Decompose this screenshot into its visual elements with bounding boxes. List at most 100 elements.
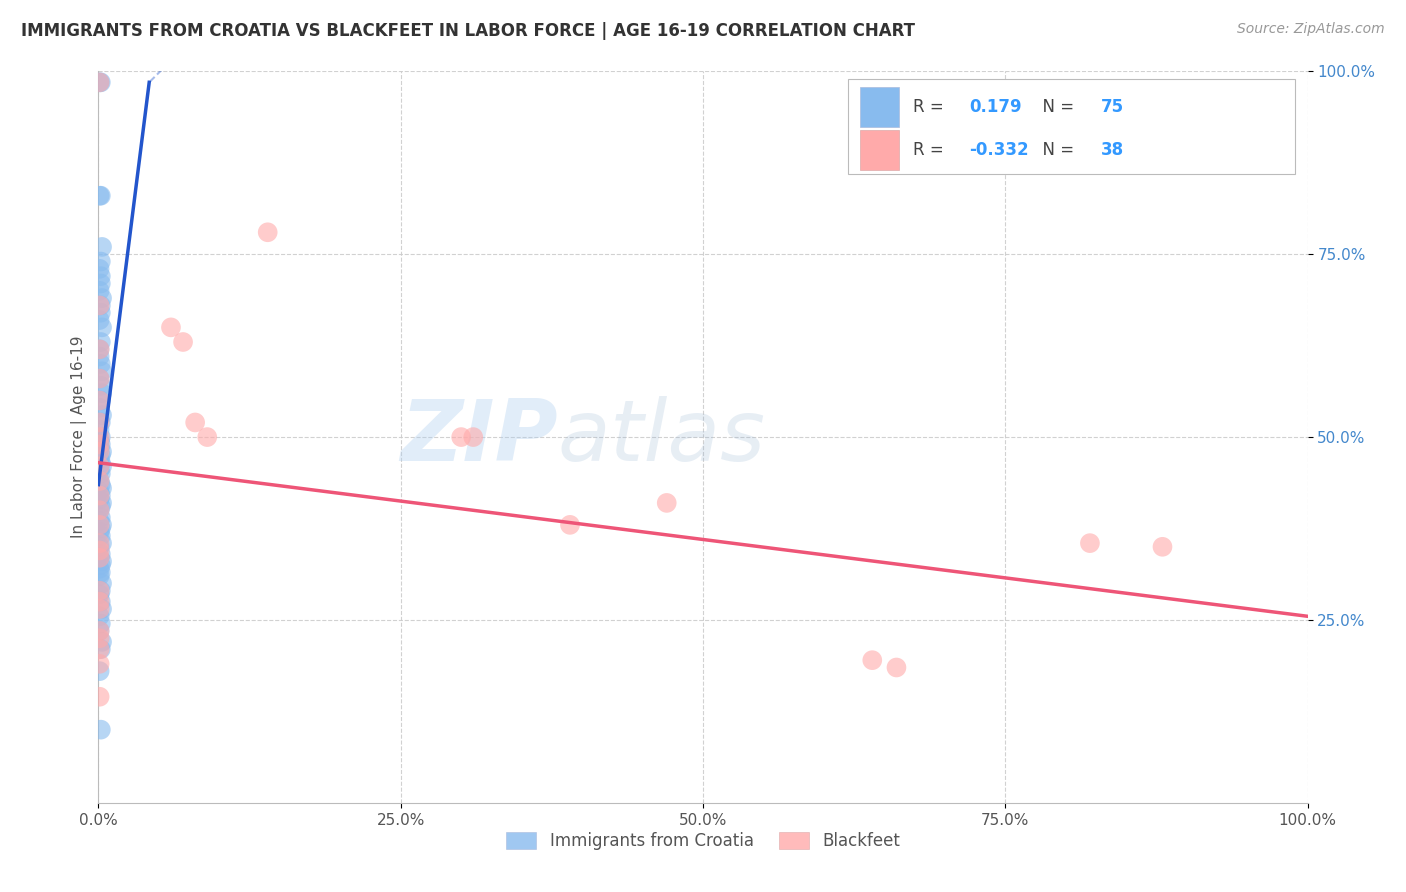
Point (91, 240, 114, 254)
Point (91, 536, 114, 550)
Point (89, 441, 111, 455)
Point (89, 444, 111, 458)
Point (89, 632, 111, 646)
Point (89, 474, 111, 488)
Point (90, 521, 112, 535)
Point (91, 364, 114, 378)
Point (90, 594, 112, 608)
Point (89, 503, 111, 517)
Point (90, 254, 112, 268)
Text: atlas: atlas (558, 395, 766, 479)
Point (89, 536, 111, 550)
Point (89, 587, 111, 601)
Text: 0.179: 0.179 (969, 98, 1022, 116)
Point (90, 642, 112, 657)
Point (89, 550, 111, 565)
Point (89, 313, 111, 327)
Point (89, 525, 111, 540)
Point (91, 386, 114, 401)
Point (90, 500, 112, 514)
Point (91, 320, 114, 334)
Point (90, 393, 112, 408)
Text: N =: N = (1032, 141, 1080, 159)
Point (1078, 536, 1101, 550)
Point (184, 416, 207, 430)
Point (90, 547, 112, 561)
Point (91, 635, 114, 649)
Point (90, 188, 112, 202)
Point (1152, 540, 1174, 554)
Point (195, 430, 218, 444)
Text: Source: ZipAtlas.com: Source: ZipAtlas.com (1237, 22, 1385, 37)
Point (89, 371, 111, 385)
Point (89, 624, 111, 638)
Point (89, 452, 111, 467)
Text: R =: R = (914, 141, 949, 159)
FancyBboxPatch shape (848, 78, 1295, 174)
Point (89, 75, 111, 89)
Point (89, 416, 111, 430)
Point (450, 430, 472, 444)
Point (89, 437, 111, 451)
Point (90, 510, 112, 524)
Point (89, 657, 111, 671)
Point (90, 416, 112, 430)
Point (89, 343, 111, 357)
Point (89, 550, 111, 565)
Text: IMMIGRANTS FROM CROATIA VS BLACKFEET IN LABOR FORCE | AGE 16-19 CORRELATION CHAR: IMMIGRANTS FROM CROATIA VS BLACKFEET IN … (21, 22, 915, 40)
Point (90, 306, 112, 320)
Point (89, 423, 111, 437)
Point (89, 642, 111, 657)
Point (90, 467, 112, 481)
Point (89, 401, 111, 415)
Point (89, 489, 111, 503)
Point (89, 75, 111, 89)
Text: -0.332: -0.332 (969, 141, 1029, 159)
Point (89, 474, 111, 488)
Point (90, 277, 112, 291)
Point (89, 393, 111, 408)
Point (89, 594, 111, 608)
Point (90, 75, 112, 89)
Point (89, 540, 111, 554)
FancyBboxPatch shape (860, 130, 898, 170)
Point (91, 496, 114, 510)
Point (90, 566, 112, 580)
Point (90, 477, 112, 491)
Text: N =: N = (1032, 98, 1080, 116)
Point (463, 430, 485, 444)
Point (89, 543, 111, 558)
Point (89, 492, 111, 507)
Point (90, 529, 112, 543)
Point (160, 320, 183, 334)
Point (172, 334, 194, 349)
Point (89, 350, 111, 364)
Point (89, 485, 111, 500)
Point (89, 503, 111, 517)
Point (256, 225, 278, 239)
Point (89, 371, 111, 385)
Legend: Immigrants from Croatia, Blackfeet: Immigrants from Croatia, Blackfeet (499, 825, 907, 856)
Point (886, 660, 908, 674)
Point (89, 569, 111, 583)
Text: 38: 38 (1101, 141, 1123, 159)
Point (860, 653, 883, 667)
Point (89, 188, 111, 202)
Point (89, 298, 111, 312)
Point (89, 434, 111, 448)
Point (91, 576, 114, 591)
Point (90, 558, 112, 573)
Text: 75: 75 (1101, 98, 1123, 116)
Point (90, 437, 112, 451)
Point (89, 284, 111, 298)
Point (90, 616, 112, 631)
Point (655, 496, 678, 510)
Point (91, 291, 114, 305)
Point (89, 602, 111, 616)
Point (89, 690, 111, 704)
Point (90, 456, 112, 470)
Point (90, 298, 112, 312)
Point (91, 444, 114, 458)
Point (90, 379, 112, 393)
Text: ZIP: ZIP (401, 395, 558, 479)
